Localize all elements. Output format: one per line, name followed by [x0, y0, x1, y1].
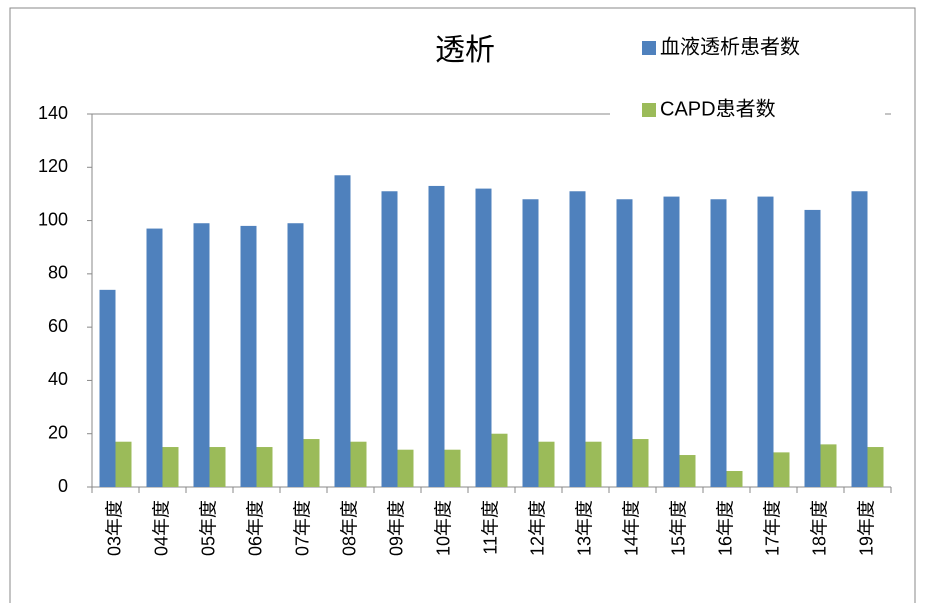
bar	[334, 175, 351, 487]
bar	[475, 188, 492, 487]
bar	[804, 209, 821, 487]
bar	[193, 223, 210, 487]
x-tick-label: 15年度	[668, 500, 688, 556]
x-tick-label: 19年度	[856, 500, 876, 556]
x-tick-label: 11年度	[480, 500, 500, 555]
x-tick-label: 03年度	[104, 500, 124, 556]
bar	[820, 444, 837, 487]
y-tick-label: 100	[38, 209, 68, 229]
bar	[632, 439, 649, 487]
bar	[444, 449, 461, 487]
bar	[381, 191, 398, 487]
bar	[146, 228, 163, 488]
bar	[491, 433, 508, 487]
bar	[99, 289, 116, 487]
bar	[115, 441, 132, 487]
x-tick-label: 12年度	[527, 500, 547, 556]
legend-swatch	[642, 103, 656, 117]
bar	[209, 447, 226, 487]
y-tick-label: 20	[48, 422, 68, 442]
legend-swatch	[642, 41, 656, 55]
y-tick-label: 60	[48, 316, 68, 336]
bar	[303, 439, 320, 487]
bar	[710, 199, 727, 487]
y-tick-label: 0	[58, 476, 68, 496]
y-tick-label: 120	[38, 156, 68, 176]
bar	[287, 223, 304, 487]
legend-label: CAPD患者数	[660, 97, 776, 120]
bar	[538, 441, 555, 487]
bar	[522, 199, 539, 487]
x-tick-label: 09年度	[386, 500, 406, 556]
bar	[162, 447, 179, 487]
x-tick-label: 08年度	[339, 500, 359, 556]
x-tick-label: 04年度	[151, 500, 171, 556]
bar	[569, 191, 586, 487]
x-tick-label: 13年度	[574, 500, 594, 556]
chart-title: 透析	[435, 34, 495, 67]
y-tick-label: 40	[48, 369, 68, 389]
bar	[428, 185, 445, 487]
y-tick-label: 80	[48, 263, 68, 283]
bar	[256, 447, 273, 487]
x-tick-label: 18年度	[809, 500, 829, 556]
bar	[757, 196, 774, 488]
bar	[350, 441, 367, 487]
x-tick-label: 16年度	[715, 500, 735, 556]
bar	[585, 441, 602, 487]
x-tick-label: 17年度	[762, 500, 782, 556]
bar	[679, 455, 696, 487]
legend-label: 血液透析患者数	[660, 35, 800, 58]
x-tick-label: 10年度	[433, 500, 453, 556]
bar	[663, 196, 680, 488]
x-tick-label: 14年度	[621, 500, 641, 556]
bar	[867, 447, 884, 487]
bar	[240, 225, 257, 487]
bar	[851, 191, 868, 487]
bar	[773, 452, 790, 487]
x-tick-label: 06年度	[245, 500, 265, 556]
x-tick-label: 07年度	[292, 500, 312, 556]
bar	[726, 471, 743, 487]
x-tick-label: 05年度	[198, 500, 218, 556]
bar	[397, 449, 414, 487]
bar	[616, 199, 633, 487]
y-tick-label: 140	[38, 103, 68, 123]
